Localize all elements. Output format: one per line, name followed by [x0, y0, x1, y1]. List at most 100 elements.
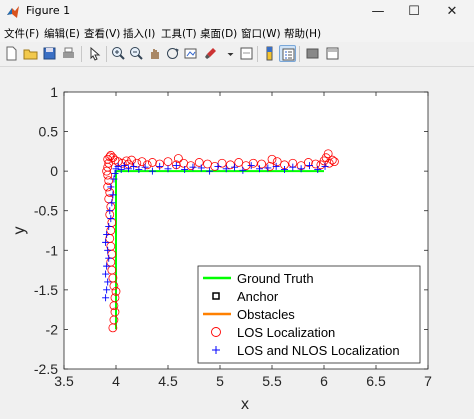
menu-desktop[interactable]: 桌面(D)	[200, 28, 238, 40]
colorbar-icon[interactable]	[261, 45, 278, 62]
nlos-point	[264, 164, 272, 172]
nlos-point	[109, 191, 117, 199]
nlos-point	[106, 207, 114, 215]
new-figure-icon[interactable]	[3, 45, 20, 62]
legend: Ground Truth Anchor Obstacles LOS Localizat…	[197, 265, 421, 364]
los-point	[110, 307, 120, 317]
maximize-button[interactable]: ☐	[408, 4, 420, 19]
x-tick-label: 5	[216, 373, 224, 389]
y-tick-label: 0.5	[39, 124, 59, 140]
minimize-button[interactable]: —	[371, 4, 385, 19]
nlos-point	[321, 162, 329, 170]
nlos-point	[272, 162, 280, 170]
nlos-point	[117, 166, 125, 174]
axes-frame	[63, 91, 429, 370]
nlos-point	[111, 170, 119, 178]
figure-toolbar	[0, 42, 474, 67]
nlos-point	[256, 165, 264, 173]
nlos-point	[103, 230, 111, 238]
los-point	[173, 154, 183, 163]
brush-dropdown-icon[interactable]	[222, 45, 234, 62]
menu-insert[interactable]: 插入(I)	[123, 28, 156, 40]
y-tick-label: 1	[50, 84, 58, 100]
pan-icon[interactable]	[146, 45, 163, 62]
los-point	[329, 157, 339, 167]
legend-entry-label: Obstacles	[237, 307, 295, 322]
legend-swatch-los	[211, 327, 221, 337]
los-point	[303, 158, 313, 167]
nlos-point	[120, 162, 128, 170]
nlos-point	[231, 163, 239, 171]
scatter-plot[interactable]: 3.5 4 4.5 5 5.5 6 6.5 710.50-0.5-1-1.5-2-2.5 xy…	[0, 67, 474, 419]
los-point	[194, 158, 204, 167]
nlos-series	[102, 162, 329, 302]
menu-window[interactable]: 窗口(W)	[241, 28, 281, 40]
menu-edit[interactable]: 编辑(E)	[44, 28, 80, 40]
nlos-point	[110, 175, 118, 183]
save-icon[interactable]	[41, 45, 58, 62]
show-plot-tools-icon[interactable]	[324, 45, 341, 62]
los-point	[257, 159, 267, 169]
menu-tools[interactable]: 工具(T)	[161, 28, 197, 40]
menu-file[interactable]: 文件(F)	[4, 28, 40, 40]
nlos-point	[130, 162, 138, 170]
los-point	[137, 157, 147, 167]
nlos-point	[141, 163, 149, 171]
x-tick-label: 4	[112, 373, 120, 389]
nlos-point	[102, 294, 110, 302]
legend-entry-label: Ground Truth	[237, 271, 314, 286]
los-point	[267, 154, 277, 164]
y-axis-label: y	[11, 227, 28, 235]
nlos-point	[156, 162, 164, 170]
axis-labels: xy	[11, 227, 249, 414]
menu-help[interactable]: 帮助(H)	[284, 28, 322, 40]
nlos-point	[135, 166, 143, 174]
data-cursor-icon[interactable]	[182, 45, 199, 62]
los-point	[186, 161, 196, 171]
nlos-point	[305, 162, 313, 170]
nlos-point	[189, 163, 197, 171]
nlos-point	[103, 262, 111, 270]
los-point	[104, 176, 114, 186]
x-tick-label: 6.5	[366, 373, 386, 389]
legend-swatch-nlos	[212, 346, 220, 354]
open-file-icon[interactable]	[22, 45, 39, 62]
axes-box	[63, 91, 429, 370]
edit-plot-icon[interactable]	[86, 45, 103, 62]
nlos-point	[214, 162, 222, 170]
los-point	[323, 149, 333, 159]
nlos-point	[102, 270, 110, 278]
legend-box	[197, 265, 421, 364]
x-tick-label: 3.5	[54, 373, 74, 389]
legend-icon[interactable]	[279, 45, 296, 62]
nlos-point	[206, 167, 214, 175]
menu-bar: 文件(F) 编辑(E) 查看(V) 插入(I) 工具(T) 桌面(D) 窗口(W…	[0, 24, 474, 42]
nlos-point	[172, 162, 180, 170]
los-point	[127, 155, 137, 165]
y-tick-label: -0.5	[34, 203, 58, 219]
nlos-point	[105, 254, 113, 262]
los-point	[142, 160, 152, 170]
legend-entry-label: Anchor	[237, 289, 279, 304]
nlos-point	[164, 165, 172, 173]
los-point	[272, 157, 282, 167]
hide-plot-tools-icon[interactable]	[304, 45, 321, 62]
x-tick-label: 4.5	[158, 373, 178, 389]
nlos-point	[297, 165, 305, 173]
nlos-point	[114, 162, 122, 170]
zoom-in-icon[interactable]	[110, 45, 127, 62]
rotate-3d-icon[interactable]	[164, 45, 181, 62]
nlos-point	[104, 246, 112, 254]
los-point	[111, 287, 121, 296]
close-button[interactable]: ✕	[446, 4, 458, 19]
zoom-out-icon[interactable]	[128, 45, 145, 62]
los-point	[132, 158, 142, 168]
print-icon[interactable]	[60, 45, 77, 62]
menu-view[interactable]: 查看(V)	[84, 28, 121, 40]
nlos-point	[222, 165, 230, 173]
brush-icon[interactable]	[202, 45, 219, 62]
nlos-point	[102, 238, 110, 246]
y-tick-label: -2.5	[34, 361, 58, 377]
link-plot-icon[interactable]	[238, 45, 255, 62]
nlos-point	[314, 166, 322, 174]
